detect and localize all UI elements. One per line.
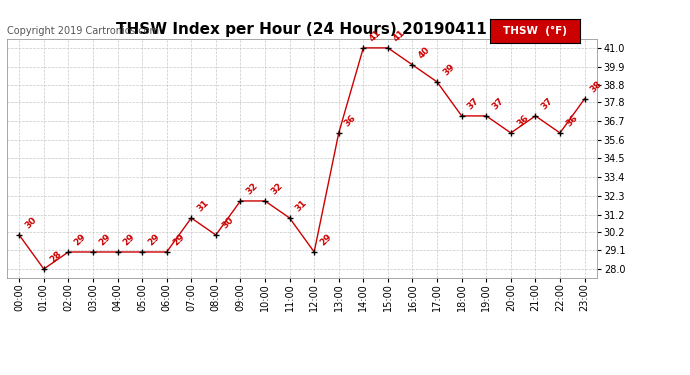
- Text: 36: 36: [343, 114, 358, 129]
- Text: 29: 29: [121, 232, 137, 248]
- Text: 40: 40: [417, 45, 432, 61]
- Text: 31: 31: [294, 199, 309, 214]
- Text: 29: 29: [97, 232, 112, 248]
- Text: 29: 29: [318, 232, 334, 248]
- Text: 29: 29: [72, 232, 88, 248]
- Text: 41: 41: [392, 28, 407, 44]
- Text: 38: 38: [589, 80, 604, 95]
- Text: 37: 37: [466, 96, 481, 112]
- Text: 29: 29: [171, 232, 186, 248]
- Text: 30: 30: [23, 216, 39, 231]
- Text: 37: 37: [491, 96, 506, 112]
- Text: 29: 29: [146, 232, 161, 248]
- Text: 36: 36: [564, 114, 580, 129]
- Text: 32: 32: [244, 182, 260, 197]
- Text: THSW  (°F): THSW (°F): [503, 26, 566, 36]
- Text: 28: 28: [48, 250, 63, 265]
- Text: 41: 41: [368, 28, 383, 44]
- Text: Copyright 2019 Cartronics.com: Copyright 2019 Cartronics.com: [7, 26, 159, 36]
- Text: 37: 37: [540, 96, 555, 112]
- Text: 30: 30: [220, 216, 235, 231]
- Title: THSW Index per Hour (24 Hours) 20190411: THSW Index per Hour (24 Hours) 20190411: [117, 22, 487, 37]
- Text: 39: 39: [441, 63, 457, 78]
- Text: 36: 36: [515, 114, 530, 129]
- Text: 31: 31: [195, 199, 210, 214]
- Text: 32: 32: [269, 182, 284, 197]
